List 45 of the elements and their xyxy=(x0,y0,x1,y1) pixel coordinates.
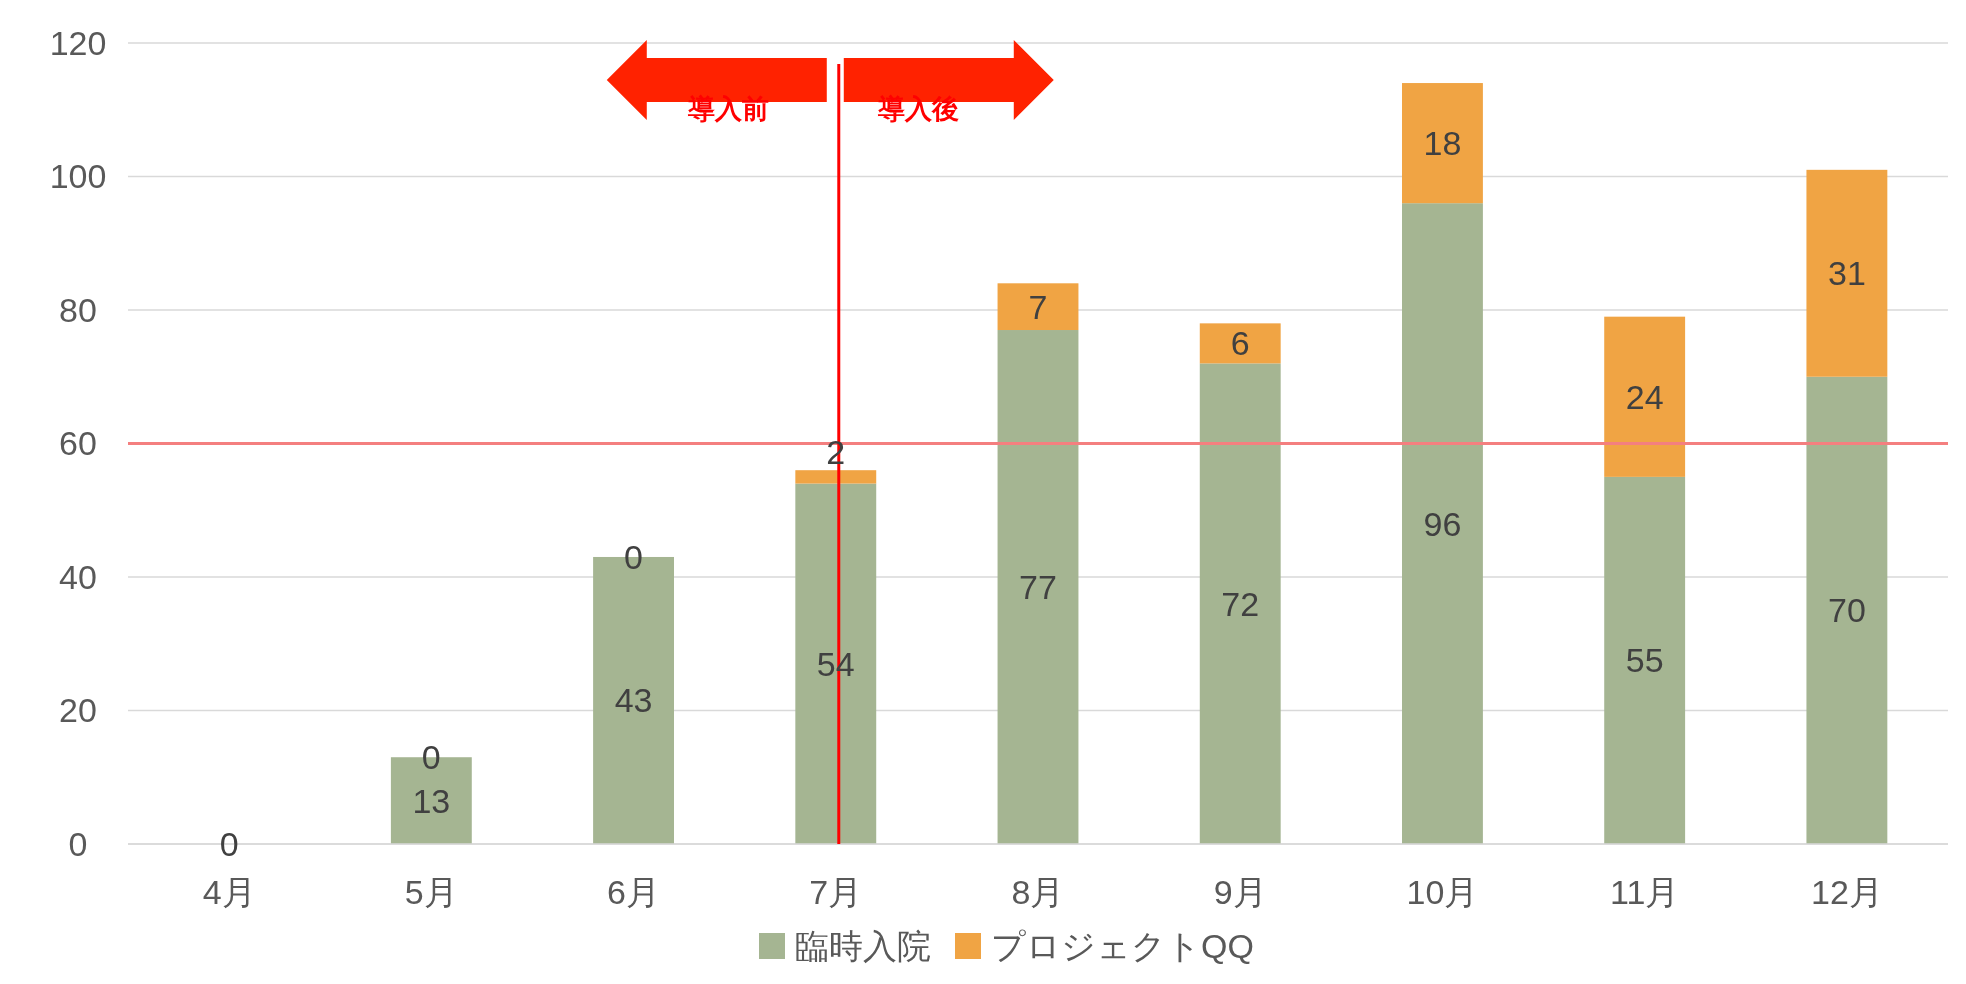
y-tick-label: 100 xyxy=(49,157,107,196)
bar xyxy=(1402,83,1483,204)
annotation: 導入後 xyxy=(877,94,960,124)
y-tick-label: 80 xyxy=(59,290,97,329)
x-tick-label: 10月 xyxy=(1406,873,1479,911)
legend-label: 臨時入院 xyxy=(795,926,931,965)
bar xyxy=(1806,169,1888,377)
bar xyxy=(1604,476,1686,844)
data-label: 31 xyxy=(1827,254,1866,293)
data-label: 0 xyxy=(219,824,239,863)
x-tick-label: 5月 xyxy=(404,873,458,911)
bar xyxy=(1806,376,1888,844)
y-tick-label: 60 xyxy=(59,424,97,463)
bar xyxy=(795,483,877,844)
data-label: 7 xyxy=(1028,287,1048,326)
x-tick-label: 7月 xyxy=(809,873,863,911)
bar xyxy=(997,330,1079,844)
data-label: 18 xyxy=(1423,124,1462,163)
data-label: 6 xyxy=(1230,324,1250,363)
data-label: 43 xyxy=(614,681,653,720)
y-tick-label: 120 xyxy=(49,23,107,62)
x-tick-label: 4月 xyxy=(202,873,256,911)
legend-label: プロジェクトQQ xyxy=(991,926,1254,965)
x-tick-label: 8月 xyxy=(1011,873,1065,911)
x-tick-label: 6月 xyxy=(607,873,661,911)
y-tick-label: 20 xyxy=(59,691,97,730)
data-label: 13 xyxy=(412,781,451,820)
x-tick-label: 11月 xyxy=(1610,873,1680,911)
data-label: 77 xyxy=(1019,567,1057,606)
data-label: 55 xyxy=(1625,641,1664,680)
bar xyxy=(1199,323,1281,364)
y-tick-label: 0 xyxy=(68,824,88,863)
x-tick-label: 12月 xyxy=(1810,873,1883,911)
data-label: 72 xyxy=(1221,584,1260,623)
bar xyxy=(1199,363,1281,844)
x-tick-label: 9月 xyxy=(1213,873,1267,911)
bar xyxy=(795,470,877,484)
annotation: 導入前 xyxy=(687,94,770,124)
bar xyxy=(1604,316,1686,477)
bar xyxy=(1402,203,1483,844)
data-label: 24 xyxy=(1625,377,1664,416)
bar xyxy=(997,283,1079,331)
y-tick-label: 40 xyxy=(59,557,97,596)
data-label: 96 xyxy=(1423,504,1462,543)
data-label: 70 xyxy=(1827,591,1866,630)
